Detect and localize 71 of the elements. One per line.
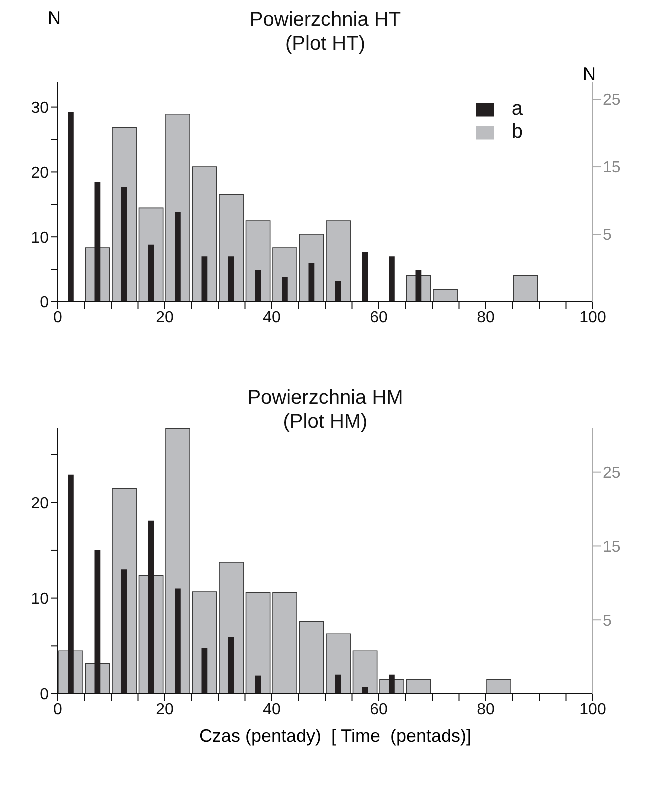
- bar: [94, 550, 101, 694]
- chart-title: Powierzchnia HT: [250, 9, 402, 31]
- bar: [272, 592, 298, 694]
- bar: [336, 674, 342, 694]
- bar: [326, 634, 351, 694]
- bar: [389, 256, 395, 302]
- chart-subtitle: (Plot HT): [284, 32, 366, 56]
- y-tick-label: 30: [31, 100, 50, 117]
- x-tick-label: 20: [156, 309, 174, 326]
- bar: [352, 650, 378, 694]
- x-tick-label: 100: [580, 309, 606, 326]
- y-tick-label: 20: [31, 495, 50, 512]
- y2-tick-label: 5: [603, 612, 612, 630]
- bar: [308, 263, 315, 302]
- x-tick-label: 80: [477, 701, 495, 718]
- bar: [148, 244, 154, 302]
- bar: [326, 220, 351, 302]
- x-tick-label: 80: [477, 309, 495, 326]
- x-tick-label: 100: [580, 701, 606, 718]
- bar: [513, 275, 538, 302]
- x-tick-label: 40: [263, 309, 281, 326]
- bar: [228, 638, 234, 694]
- bar: [282, 277, 288, 302]
- bar: [166, 428, 190, 694]
- bar: [202, 256, 208, 302]
- bar: [389, 674, 395, 694]
- bar: [299, 621, 324, 694]
- bar: [362, 252, 368, 302]
- x-axis-title: Czas (pentady) [ Time (pentads)]: [198, 726, 473, 747]
- bar: [486, 680, 512, 694]
- x-tick-label: 60: [370, 309, 388, 326]
- x-tick-label: 0: [54, 309, 63, 326]
- x-tick-label: 40: [263, 701, 281, 718]
- y2-tick-label: 25: [603, 92, 621, 110]
- y-tick-label: 10: [31, 230, 50, 247]
- bar: [255, 676, 262, 694]
- bar: [246, 220, 271, 302]
- y-tick-label: 20: [31, 164, 50, 182]
- bar: [175, 588, 181, 694]
- y-tick-label: 0: [40, 686, 50, 704]
- chart-title: Powierzchnia HM: [246, 386, 404, 410]
- x-tick-label: 20: [156, 701, 174, 718]
- bar: [228, 256, 234, 302]
- y2-tick-label: 15: [603, 538, 621, 556]
- y-tick-label: 10: [31, 590, 50, 608]
- bar: [122, 570, 128, 694]
- bar: [433, 289, 458, 302]
- bar: [148, 520, 154, 694]
- bar: [406, 680, 432, 694]
- x-tick-label: 0: [54, 701, 63, 718]
- y-axis-title: N: [48, 8, 61, 29]
- bar: [68, 474, 74, 694]
- y2-tick-label: 25: [603, 465, 621, 482]
- y2-axis-title: N: [583, 64, 596, 85]
- bar: [192, 166, 218, 302]
- y-tick-label: 0: [40, 294, 50, 312]
- bar: [255, 270, 262, 302]
- bar: [122, 187, 128, 302]
- x-tick-label: 60: [370, 701, 388, 718]
- bar: [68, 112, 74, 302]
- bar: [175, 212, 181, 302]
- legend-label: a: [512, 98, 523, 120]
- chart-subtitle: (Plot HM): [282, 410, 369, 434]
- bar: [246, 592, 271, 694]
- y2-tick-label: 15: [603, 160, 621, 177]
- y2-tick-label: 5: [603, 227, 612, 244]
- bar: [202, 648, 208, 694]
- bar: [94, 182, 101, 302]
- bar: [336, 281, 342, 302]
- bar: [416, 270, 422, 302]
- legend-label: b: [512, 121, 523, 143]
